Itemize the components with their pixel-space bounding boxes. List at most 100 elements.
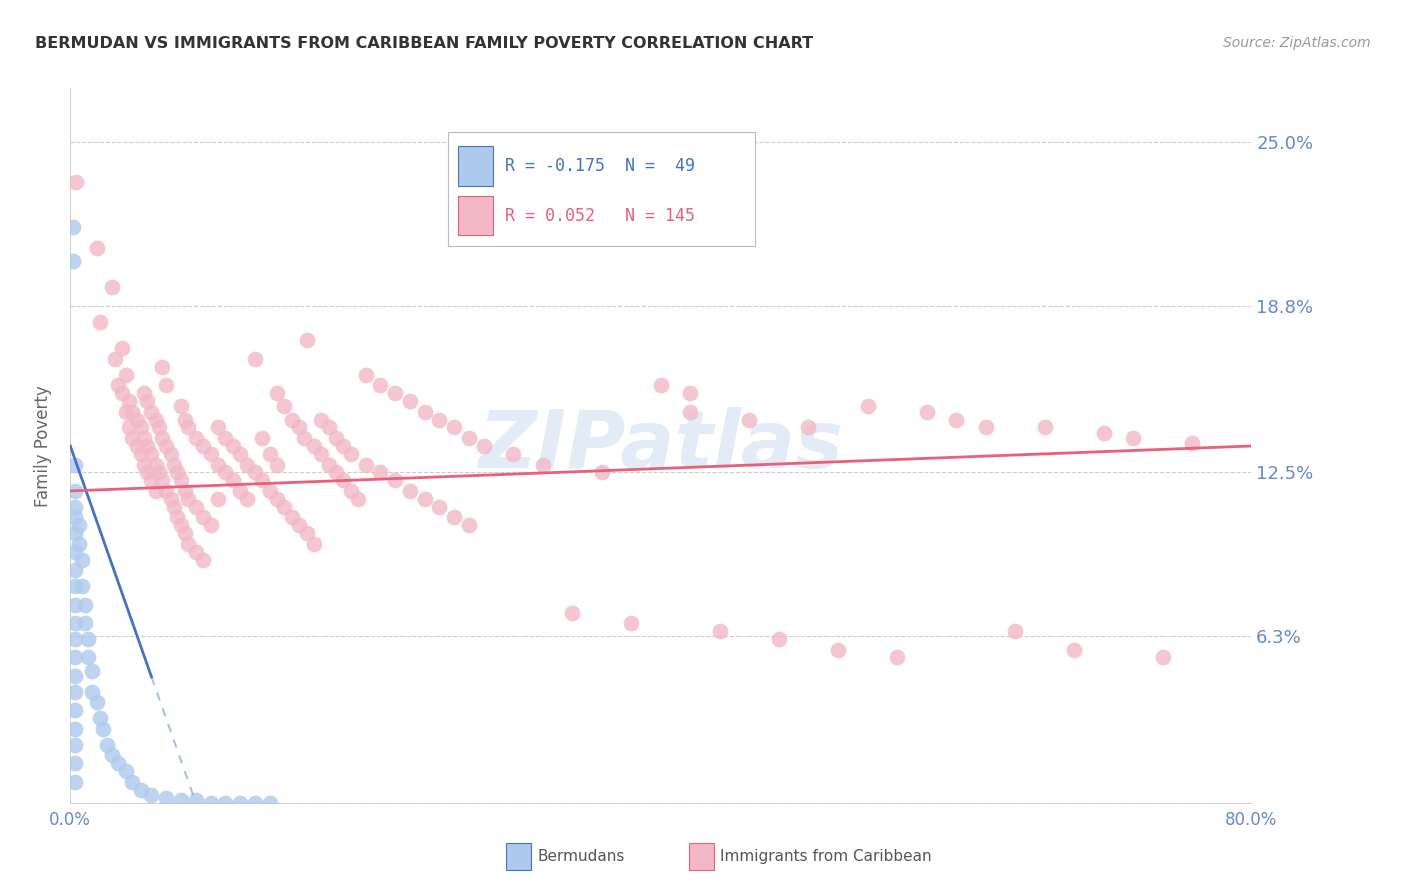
Point [132, 386, 156, 401]
Point [309, 412, 333, 426]
Text: Immigrants from Caribbean: Immigrants from Caribbean [720, 849, 932, 863]
Point [325, 431, 347, 445]
Point [62, 219, 84, 234]
Point [384, 474, 406, 488]
Bar [458, 146, 494, 186]
Point [89, 315, 111, 329]
Point [191, 439, 214, 453]
Point [292, 431, 315, 445]
Text: ZIPatlas: ZIPatlas [478, 407, 844, 485]
Point [141, 474, 163, 488]
Point [856, 400, 879, 414]
Point [155, 378, 177, 392]
Point [145, 483, 167, 498]
Y-axis label: Family Poverty: Family Poverty [34, 385, 52, 507]
Point [368, 466, 391, 480]
Point [886, 650, 908, 665]
Point [63, 563, 86, 577]
Point [82, 685, 104, 699]
Point [288, 518, 311, 533]
Point [148, 466, 170, 480]
Point [70, 552, 93, 566]
Point [281, 510, 304, 524]
Point [214, 796, 236, 810]
Point [200, 447, 222, 461]
Point [236, 491, 259, 506]
Point [1122, 431, 1144, 445]
Point [243, 466, 266, 480]
Point [340, 483, 363, 498]
Point [679, 404, 702, 418]
Point [104, 351, 127, 366]
Point [332, 439, 354, 453]
Point [136, 439, 159, 453]
Point [273, 500, 295, 514]
Point [125, 412, 148, 426]
Point [125, 439, 148, 453]
Point [163, 458, 186, 472]
Point [413, 491, 436, 506]
Point [63, 756, 86, 771]
Point [229, 447, 252, 461]
Point [302, 537, 325, 551]
Point [177, 491, 200, 506]
Point [63, 483, 86, 498]
Point [174, 483, 197, 498]
Point [399, 394, 422, 409]
Point [384, 386, 406, 401]
Point [121, 774, 143, 789]
Point [170, 400, 193, 414]
Point [141, 404, 163, 418]
Point [288, 420, 311, 434]
Point [1181, 436, 1204, 450]
Point [243, 351, 266, 366]
Point [354, 368, 377, 382]
Point [266, 386, 288, 401]
Point [266, 458, 288, 472]
Point [63, 545, 86, 559]
Point [141, 788, 163, 802]
Point [184, 545, 207, 559]
Point [111, 341, 134, 355]
Point [63, 510, 86, 524]
Point [229, 796, 252, 810]
Point [827, 642, 849, 657]
Point [111, 386, 134, 401]
Point [150, 474, 173, 488]
Point [63, 500, 86, 514]
Point [915, 404, 938, 418]
Point [70, 579, 93, 593]
Point [207, 458, 229, 472]
Point [115, 404, 138, 418]
Point [229, 483, 252, 498]
Point [177, 537, 200, 551]
Bar [458, 196, 494, 235]
Point [620, 616, 643, 631]
Point [443, 420, 465, 434]
Point [974, 420, 997, 434]
Point [107, 378, 129, 392]
Point [63, 650, 86, 665]
Point [67, 537, 90, 551]
Point [413, 404, 436, 418]
Point [63, 458, 86, 472]
Point [118, 394, 141, 409]
Point [89, 711, 111, 725]
Point [295, 333, 318, 347]
Point [136, 394, 159, 409]
Text: R = 0.052   N = 145: R = 0.052 N = 145 [505, 207, 695, 225]
Point [250, 474, 273, 488]
Point [150, 359, 173, 374]
Point [200, 796, 222, 810]
Point [266, 491, 288, 506]
Point [63, 774, 86, 789]
Point [129, 782, 152, 797]
Point [63, 632, 86, 646]
Point [738, 412, 761, 426]
Point [63, 703, 86, 717]
Point [86, 241, 108, 255]
Point [155, 439, 177, 453]
Point [214, 466, 236, 480]
Point [77, 632, 100, 646]
Point [325, 466, 347, 480]
